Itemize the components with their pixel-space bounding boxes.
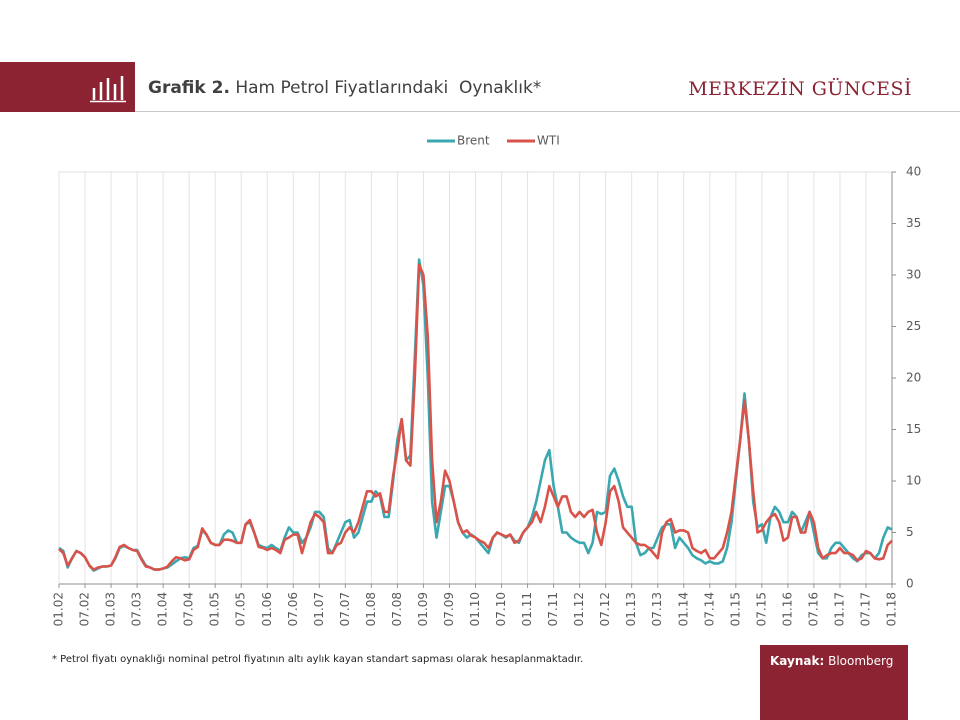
header-band [0,62,135,112]
x-tick-label: 07.15 [754,592,768,626]
legend-label: Brent [457,134,490,148]
x-tick-label: 07.10 [494,592,508,626]
source-box: Kaynak: Bloomberg [760,645,908,720]
x-tick-label: 07.05 [234,592,248,626]
x-tick-label: 01.09 [416,592,430,626]
x-tick-label: 01.08 [364,592,378,626]
y-tick-label: 30 [906,268,921,282]
y-tick-label: 0 [906,577,914,591]
x-tick-label: 07.03 [130,592,144,626]
y-tick-label: 35 [906,216,921,230]
x-tick-label: 01.16 [780,592,794,626]
x-tick-label: 01.12 [572,592,586,626]
x-tick-label: 01.07 [312,592,326,626]
logo-icon [90,76,126,103]
x-tick-label: 01.04 [156,592,170,626]
title-number: Grafik 2. [148,78,230,98]
source-value: Bloomberg [828,654,894,668]
x-tick-label: 01.02 [52,592,66,626]
x-tick-label: 07.06 [286,592,300,626]
x-tick-label: 01.17 [832,592,846,626]
y-tick-label: 20 [906,371,921,385]
y-tick-label: 25 [906,319,921,333]
x-tick-label: 01.03 [104,592,118,626]
x-tick-label: 07.12 [598,592,612,626]
x-tick-label: 07.04 [182,592,196,626]
x-tick-label: 07.14 [702,592,716,626]
x-tick-label: 07.08 [390,592,404,626]
x-tick-label: 01.10 [468,592,482,626]
chart-title: Grafik 2. Ham Petrol Fiyatlarındaki Oyna… [148,78,541,98]
x-tick-label: 07.07 [338,592,352,626]
footnote: * Petrol fiyatı oynaklığı nominal petrol… [52,654,584,665]
brand: MERKEZİN GÜNCESİ [688,78,912,100]
x-tick-label: 07.02 [78,592,92,626]
x-tick-label: 01.15 [728,592,742,626]
x-tick-label: 07.11 [546,592,560,626]
source-label: Kaynak: [770,654,825,668]
y-tick-label: 5 [906,525,914,539]
x-tick-label: 01.13 [624,592,638,626]
x-tick-label: 01.11 [520,592,534,626]
x-tick-label: 01.14 [676,592,690,626]
x-tick-label: 01.18 [885,592,899,626]
legend-label: WTI [537,134,560,148]
title-text: Ham Petrol Fiyatlarındaki Oynaklık* [235,78,542,98]
x-tick-label: 07.13 [650,592,664,626]
x-tick-label: 07.09 [442,592,456,626]
line-series [58,263,893,571]
x-tick-label: 01.05 [208,592,222,626]
y-tick-label: 10 [906,474,921,488]
y-tick-label: 15 [906,422,921,436]
x-tick-label: 07.17 [858,592,872,626]
x-tick-label: 07.16 [806,592,820,626]
header-rule [135,111,960,112]
y-tick-label: 40 [906,165,921,179]
x-tick-label: 01.06 [260,592,274,626]
